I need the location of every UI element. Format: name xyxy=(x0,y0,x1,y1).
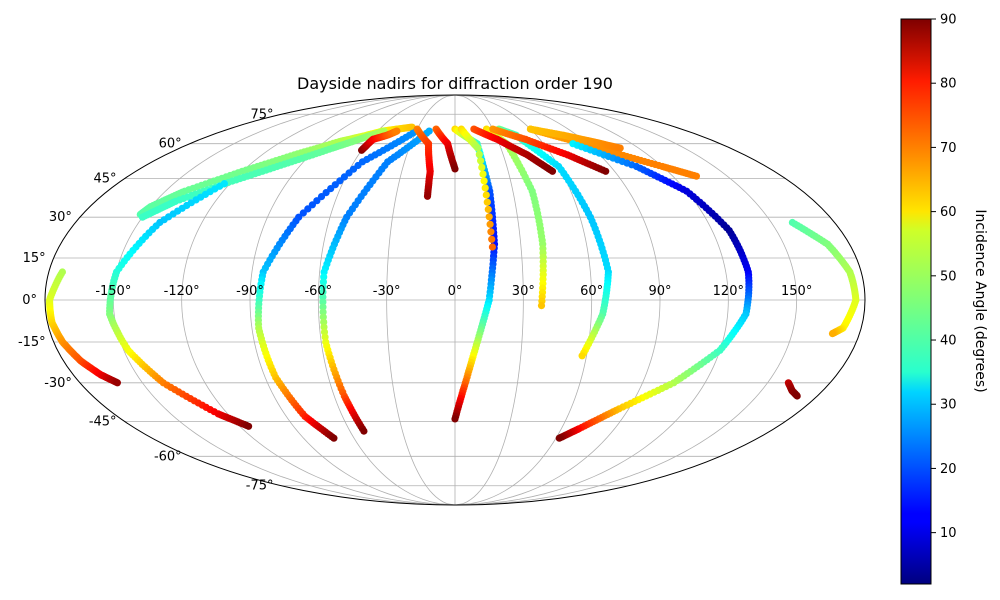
lat-tick-label: 15° xyxy=(23,251,46,266)
data-point xyxy=(475,150,483,158)
data-point xyxy=(485,213,493,221)
colorbar-tick-label: 50 xyxy=(940,269,957,284)
lat-tick-label: 0° xyxy=(22,293,37,308)
colorbar-ticks: 10 20 30 40 50 60 70 80 90 xyxy=(931,13,957,541)
data-point xyxy=(393,127,401,135)
lat-tick-label: -45° xyxy=(89,414,117,429)
data-point xyxy=(423,192,432,200)
grid-lines xyxy=(45,95,865,505)
data-point xyxy=(451,415,459,423)
data-point xyxy=(360,427,368,435)
lon-tick-label: -90° xyxy=(236,284,264,299)
colorbar-gradient xyxy=(900,18,932,585)
lon-tick-label: 150° xyxy=(781,284,812,299)
lat-tick-label: -75° xyxy=(246,479,274,494)
data-point xyxy=(692,172,701,180)
lon-tick-label: 120° xyxy=(713,284,744,299)
data-point xyxy=(793,392,801,400)
data-point xyxy=(602,167,610,175)
data-point xyxy=(828,330,837,338)
colorbar-tick-label: 30 xyxy=(940,398,957,413)
data-point xyxy=(319,293,327,301)
colorbar-tick-label: 10 xyxy=(940,526,957,541)
data-point xyxy=(482,191,490,199)
map-boundary xyxy=(44,94,866,506)
data-point xyxy=(299,209,307,217)
data-point xyxy=(317,193,326,201)
data-point xyxy=(479,170,487,178)
longitude-tick-labels: -150° -120° -90° -60° -30° 0° 30° 60° 90° 120° 150… xyxy=(95,284,812,299)
lat-tick-label: 60° xyxy=(159,137,182,152)
lon-tick-label: 30° xyxy=(512,284,535,299)
colorbar-tick-label: 40 xyxy=(940,334,957,349)
data-point xyxy=(319,288,327,296)
lon-tick-label: 0° xyxy=(448,284,463,299)
data-points xyxy=(46,123,860,442)
colorbar: 10 20 30 40 50 60 70 80 90 Incidence Angle (degr… xyxy=(900,13,988,585)
lat-tick-label: 75° xyxy=(250,107,273,122)
lat-tick-label: -30° xyxy=(44,376,72,391)
data-point xyxy=(578,352,586,360)
data-point xyxy=(480,177,488,185)
data-point xyxy=(481,184,489,192)
lon-tick-label: 90° xyxy=(648,284,671,299)
colorbar-label: Incidence Angle (degrees) xyxy=(972,209,988,392)
colorbar-tick-label: 90 xyxy=(940,13,957,28)
data-point xyxy=(616,144,624,152)
data-point xyxy=(319,303,327,311)
lon-tick-label: 60° xyxy=(580,284,603,299)
data-point xyxy=(474,144,482,152)
data-point xyxy=(486,220,494,228)
data-point xyxy=(319,278,327,286)
data-point xyxy=(308,201,316,209)
data-point xyxy=(555,434,563,442)
lat-tick-label: -15° xyxy=(18,335,46,350)
lat-tick-label: 30° xyxy=(49,210,72,225)
colorbar-tick-label: 80 xyxy=(940,77,957,92)
lat-tick-label: 45° xyxy=(94,172,117,187)
colorbar-tick-label: 70 xyxy=(940,141,957,156)
data-point xyxy=(478,163,486,171)
lon-tick-label: -30° xyxy=(373,284,401,299)
data-point xyxy=(548,167,557,175)
latitude-tick-labels: 75° 60° 45° 30° 15° 0° -15° -30° -45° -60° -75° xyxy=(18,107,274,493)
colorbar-tick-label: 20 xyxy=(940,462,957,477)
data-point xyxy=(451,165,459,173)
data-point xyxy=(487,228,495,236)
data-point xyxy=(477,157,485,165)
colorbar-tick-label: 60 xyxy=(940,205,957,220)
data-point xyxy=(488,235,496,243)
lon-tick-label: -150° xyxy=(95,284,131,299)
data-point xyxy=(113,379,121,387)
data-point xyxy=(245,422,253,430)
data-point xyxy=(330,434,338,442)
data-point xyxy=(488,243,496,251)
lat-tick-label: -60° xyxy=(154,449,182,464)
data-point xyxy=(319,298,327,306)
data-point xyxy=(484,205,492,213)
chart-title: Dayside nadirs for diffraction order 190 xyxy=(297,74,613,93)
data-point xyxy=(537,302,546,310)
data-point xyxy=(483,198,491,206)
lon-tick-label: -120° xyxy=(164,284,200,299)
lon-tick-label: -60° xyxy=(304,284,332,299)
